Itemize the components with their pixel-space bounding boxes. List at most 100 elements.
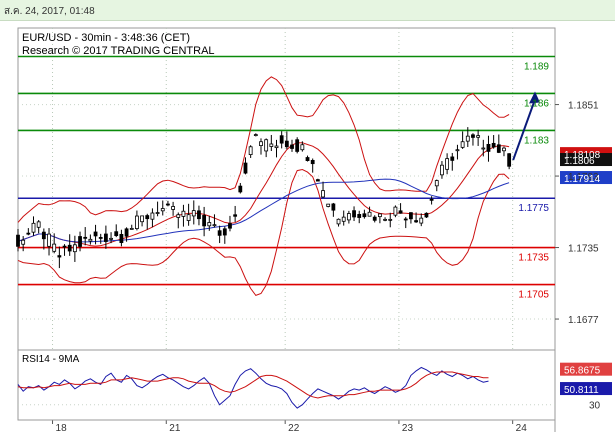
candle-body	[455, 149, 460, 152]
candle-body	[103, 233, 108, 242]
x-tick-label: 18	[56, 423, 68, 434]
candle-body	[135, 215, 139, 229]
candle-body	[145, 215, 150, 220]
candle-body	[124, 228, 129, 237]
candle-body	[243, 162, 248, 174]
chart-title: EUR/USD - 30min - 3:48:36 (CET)	[22, 32, 190, 44]
price-badge-label-ma: 1.17914	[564, 174, 601, 185]
candle-body	[326, 203, 331, 207]
candle-body	[160, 208, 165, 212]
candles	[16, 127, 512, 269]
candle-body	[47, 233, 51, 247]
candle-body	[471, 134, 475, 138]
candle-body	[181, 210, 186, 217]
candle-body	[300, 144, 305, 151]
candle-body	[233, 214, 238, 217]
candle-body	[83, 236, 88, 239]
candle-body	[377, 213, 382, 218]
y-tick-label: 1.1793	[568, 172, 599, 183]
rsi-lines	[17, 366, 489, 409]
candle-body	[279, 135, 284, 144]
candle-body	[67, 244, 72, 252]
rsi-grid	[17, 349, 556, 421]
candle-body	[481, 147, 486, 150]
price-badge-price	[560, 153, 612, 167]
level-label-1.1705: 1.1705	[518, 290, 549, 301]
lower-band	[17, 168, 510, 296]
candle-body	[434, 180, 439, 187]
rsi-y-tick-label: 30	[589, 401, 601, 412]
forecast-arrow-line	[512, 99, 536, 161]
x-tick-label: 21	[169, 423, 181, 434]
candle-body	[264, 139, 269, 152]
candle-body	[253, 134, 258, 136]
candle-body	[129, 227, 134, 230]
x-tick-label: 22	[288, 423, 300, 434]
candle-body	[465, 135, 470, 142]
candle-body	[21, 239, 26, 245]
rsi-badge-label-9MA: 56.8675	[564, 366, 601, 377]
candle-body	[98, 237, 103, 239]
candle-body	[228, 223, 232, 229]
candle-body	[367, 211, 372, 217]
candle-body	[486, 143, 491, 152]
candle-body	[398, 210, 403, 214]
candle-body	[119, 233, 124, 244]
rsi-badge-9MA	[560, 362, 612, 376]
candle-body	[388, 218, 393, 221]
candle-body	[155, 212, 160, 214]
chart-texts: 18 21 22 23 24 1.1851 1.1793 1.1735 1.1677 30 1.18…	[22, 32, 601, 434]
candle-body	[52, 243, 57, 252]
upper-band	[17, 76, 510, 223]
price-badge-label-price: 1.1806	[564, 156, 595, 167]
rsi-badge-label-RSI14: 50.8111	[564, 385, 599, 396]
candle-body	[445, 158, 450, 170]
main-panel-frame	[17, 27, 556, 351]
candle-body	[197, 210, 201, 220]
candle-body	[274, 145, 279, 149]
date-stamp: ส.ค. 24, 2017, 01:48	[4, 6, 95, 17]
candle-body	[57, 255, 62, 258]
candle-body	[36, 221, 41, 228]
candle-body	[393, 206, 398, 216]
candle-body	[496, 144, 501, 153]
candle-body	[305, 157, 310, 162]
candle-body	[140, 215, 144, 223]
candle-body	[16, 234, 20, 247]
candle-body	[166, 203, 170, 206]
candle-body	[26, 232, 31, 235]
candle-body	[341, 216, 346, 222]
candle-body	[336, 218, 341, 225]
candle-body	[491, 142, 496, 148]
candle-body	[346, 213, 351, 221]
candle-body	[440, 164, 444, 176]
candle-body	[186, 214, 191, 221]
candle-body	[383, 218, 387, 221]
candle-body	[88, 238, 93, 242]
candle-body	[238, 185, 243, 193]
candle-body	[409, 212, 413, 220]
candle-body	[269, 143, 274, 147]
candle-body	[171, 206, 176, 210]
candle-body	[352, 210, 356, 218]
candle-body	[93, 231, 98, 237]
level-label-1.1735: 1.1735	[518, 253, 549, 264]
main-grid	[17, 27, 559, 432]
candle-body	[202, 215, 207, 227]
candle-body	[31, 222, 36, 233]
candle-body	[460, 141, 465, 148]
candle-body	[217, 230, 222, 236]
candle-body	[295, 139, 300, 152]
x-tick-label: 24	[516, 423, 528, 434]
rsi-title: RSI14 - 9MA	[22, 354, 80, 365]
candle-body	[207, 222, 212, 227]
y-tick-label: 1.1851	[568, 101, 599, 112]
top-bar: ส.ค. 24, 2017, 01:48	[0, 0, 615, 21]
price-badge-ma	[560, 171, 612, 185]
candle-body	[424, 212, 429, 218]
level-label-1.183: 1.183	[524, 135, 549, 146]
candle-body	[372, 216, 377, 221]
candle-body	[78, 236, 82, 247]
x-tick-label: 23	[402, 423, 414, 434]
price-badge-label-bid: 1.18108	[564, 150, 601, 161]
